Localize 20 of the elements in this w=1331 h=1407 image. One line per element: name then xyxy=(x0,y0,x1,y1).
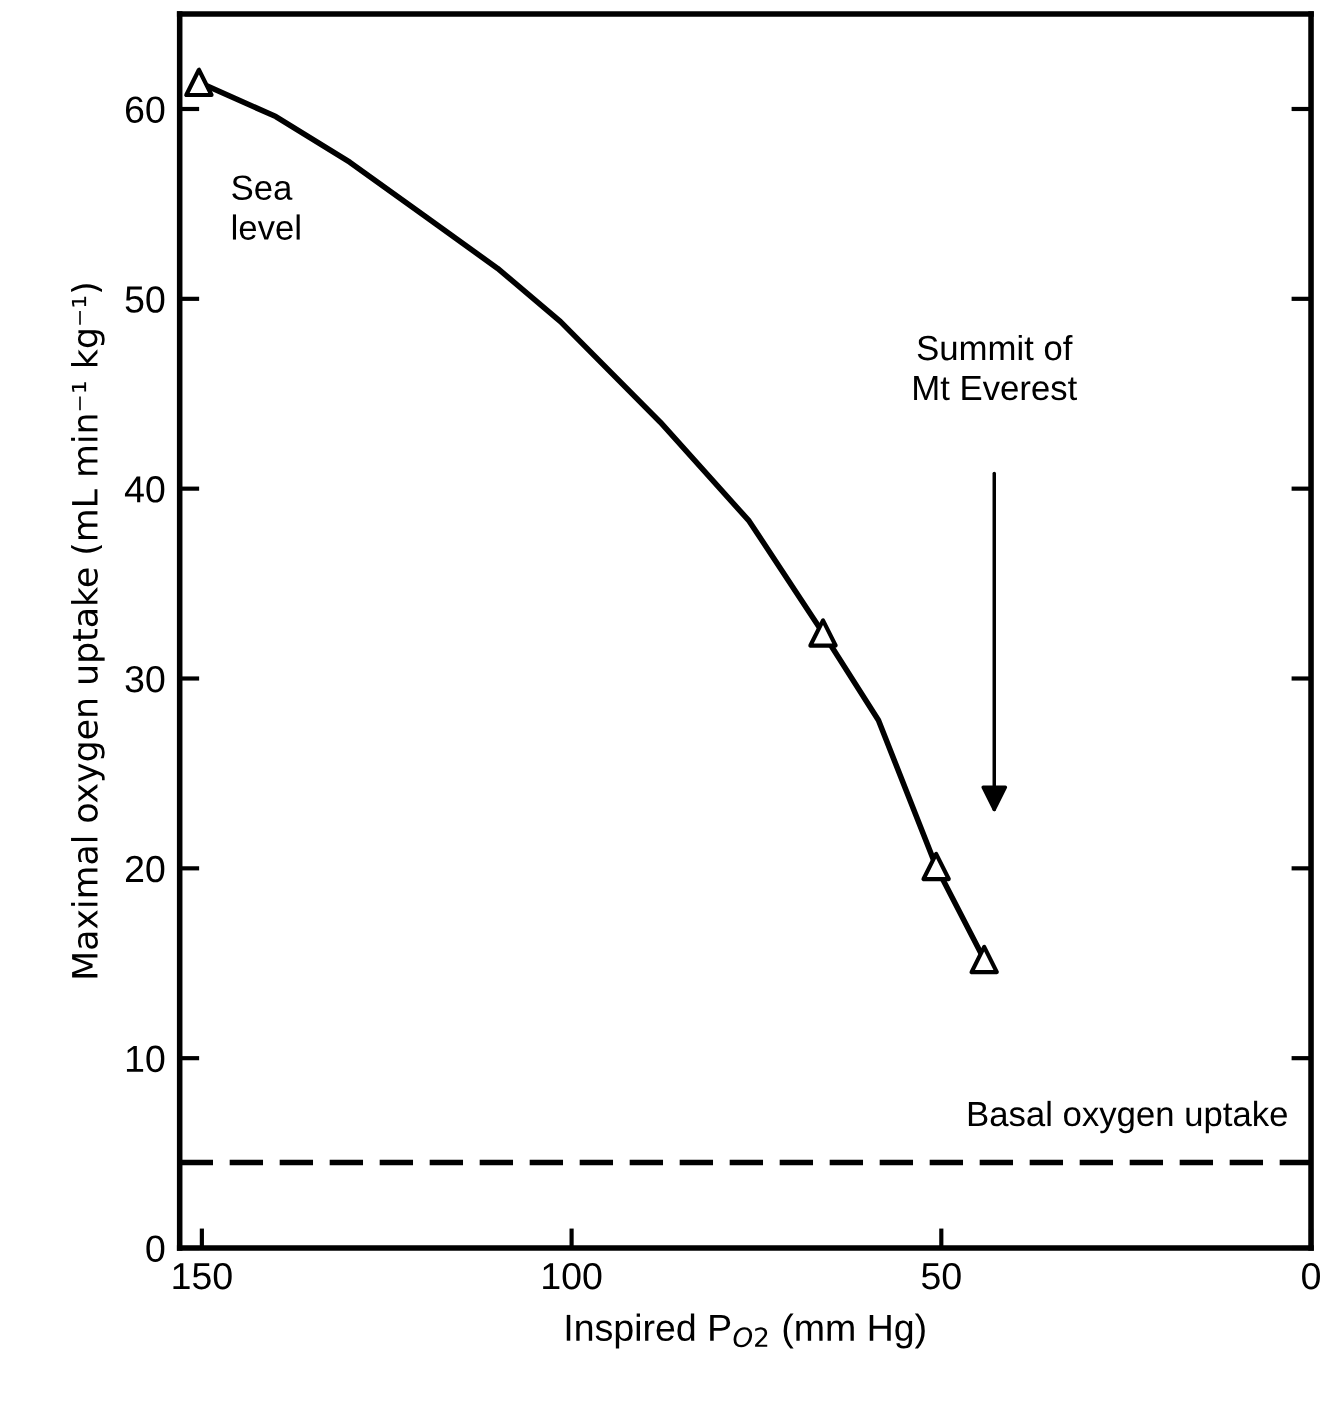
y-tick-label: 50 xyxy=(125,286,165,313)
y-tick-label: 30 xyxy=(125,665,165,693)
y-tick-label: 0 xyxy=(146,1235,165,1262)
y-tick-label: 60 xyxy=(125,96,165,123)
y-tick-label: 20 xyxy=(125,855,165,883)
x-tick-label: 150 xyxy=(173,1262,232,1290)
annotation: Sea level xyxy=(232,175,300,240)
point xyxy=(808,618,838,648)
annotation: Summit of Mt Everest xyxy=(914,334,1077,401)
y-tick-label: 40 xyxy=(124,476,165,503)
x-axis-title: Inspired P$_{O2}$ (mm Hg) xyxy=(566,1313,925,1349)
point xyxy=(969,944,999,975)
x-tick-label: 100 xyxy=(543,1262,602,1290)
point xyxy=(921,851,951,882)
y-axis-title: Maximal oxygen uptake (mL min⁻¹ kg⁻¹) xyxy=(71,284,105,978)
y-tick-label: 10 xyxy=(126,1045,165,1073)
legend-label: Basal oxygen uptake xyxy=(968,1100,1287,1134)
x-tick-label: 0 xyxy=(1302,1262,1320,1290)
point xyxy=(184,67,214,98)
x-tick-label: 50 xyxy=(921,1262,961,1290)
